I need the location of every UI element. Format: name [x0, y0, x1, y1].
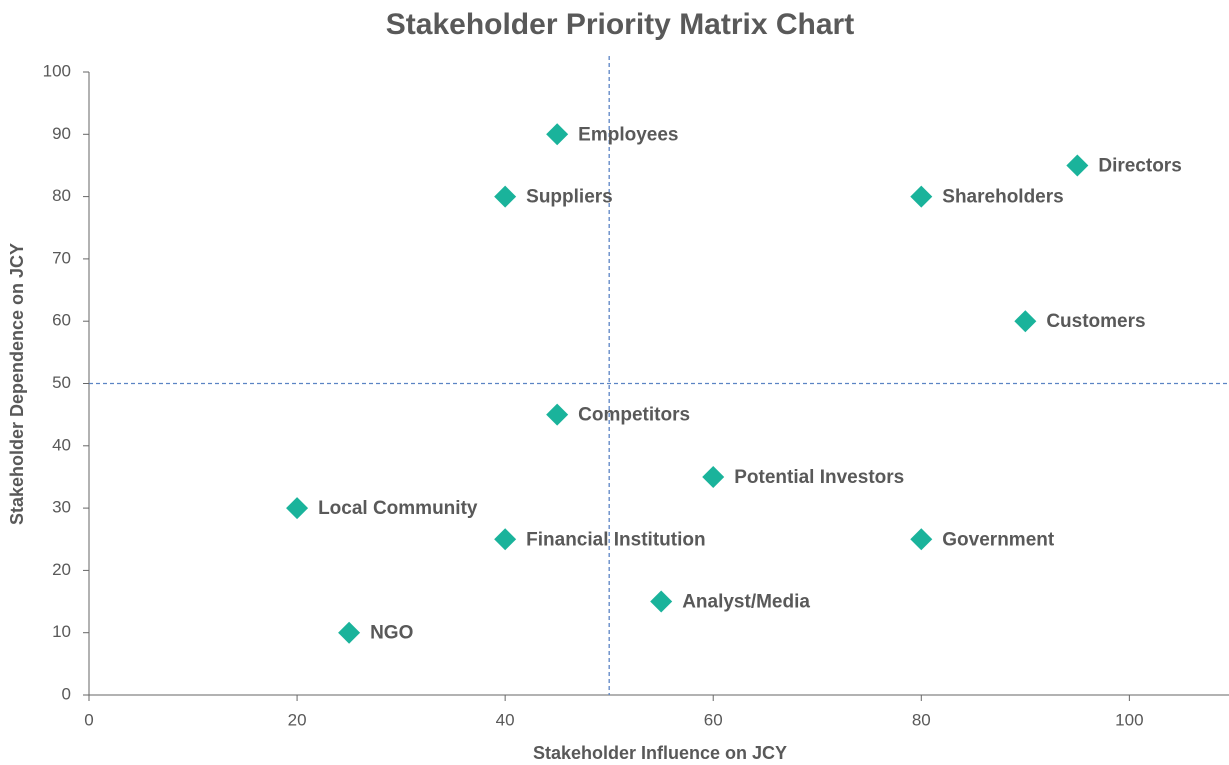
point [494, 185, 517, 208]
point [338, 621, 361, 644]
y-tick-label: 50 [52, 373, 71, 392]
chart-title: Stakeholder Priority Matrix Chart [386, 8, 854, 41]
point-label: Suppliers [526, 187, 613, 208]
point [910, 185, 933, 208]
x-tick-label: 80 [912, 710, 931, 729]
point-label: Financial Institution [526, 529, 705, 550]
x-axis-title: Stakeholder Influence on JCY [533, 743, 787, 763]
point [650, 590, 673, 613]
y-tick-label: 20 [52, 560, 71, 579]
y-tick-label: 100 [43, 61, 71, 80]
point [494, 528, 517, 551]
point-label: Competitors [578, 405, 690, 426]
point-label: Directors [1098, 155, 1181, 176]
y-tick-label: 40 [52, 435, 71, 454]
y-tick-label: 0 [62, 684, 71, 703]
x-tick-label: 0 [84, 710, 93, 729]
y-tick-label: 70 [52, 248, 71, 267]
point-label: NGO [370, 623, 413, 644]
y-axis-title: Stakeholder Dependence on JCY [7, 243, 27, 525]
point [702, 465, 725, 488]
point-label: Employees [578, 124, 678, 145]
x-tick-label: 60 [704, 710, 723, 729]
point-label: Customers [1046, 311, 1145, 332]
point [546, 123, 569, 146]
point [910, 528, 933, 551]
x-tick-label: 100 [1115, 710, 1143, 729]
point-label: Potential Investors [734, 467, 904, 488]
point [1014, 310, 1037, 333]
y-tick-label: 60 [52, 311, 71, 330]
x-tick-label: 40 [496, 710, 515, 729]
point-label: Government [942, 529, 1055, 550]
point [1066, 154, 1089, 177]
point-label: Analyst/Media [682, 592, 810, 613]
point [546, 403, 569, 426]
point [286, 497, 309, 520]
y-tick-label: 10 [52, 622, 71, 641]
y-tick-label: 30 [52, 498, 71, 517]
y-tick-label: 90 [52, 124, 71, 143]
y-tick-label: 80 [52, 186, 71, 205]
point-label: Local Community [318, 498, 478, 519]
point-label: Shareholders [942, 187, 1063, 208]
x-tick-label: 20 [288, 710, 307, 729]
